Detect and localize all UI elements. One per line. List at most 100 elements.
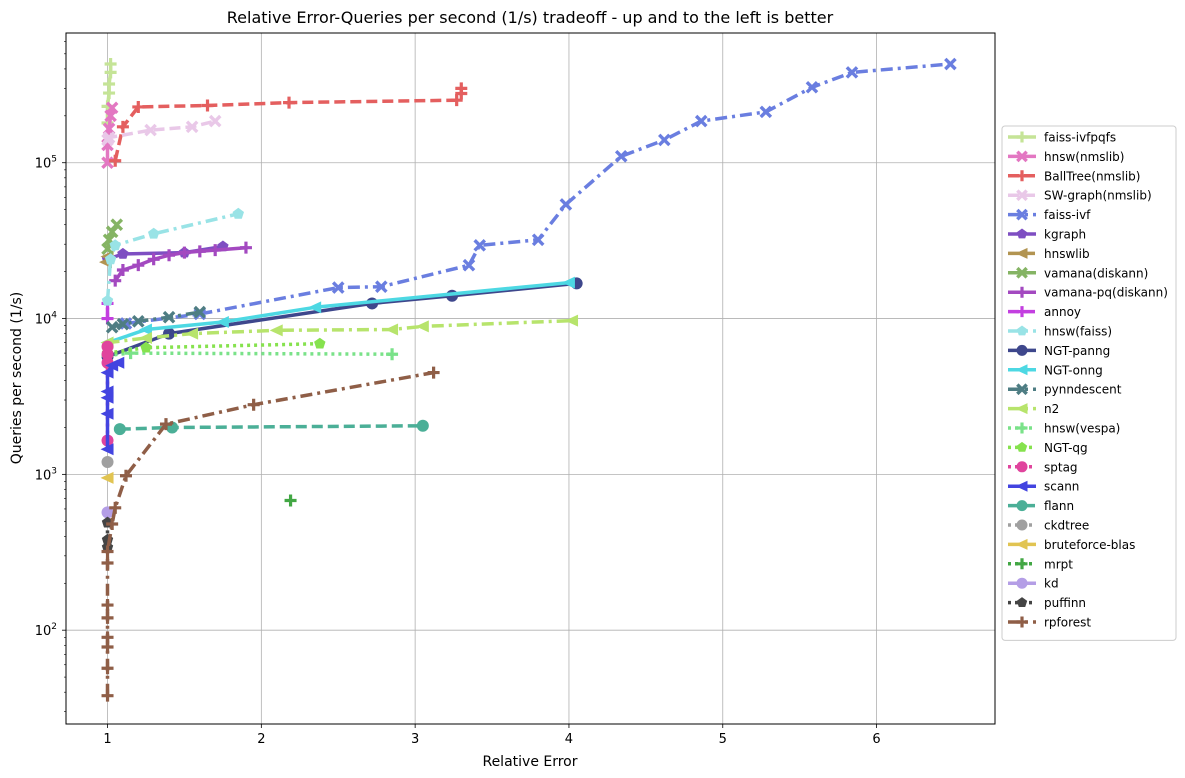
legend-label: kgraph <box>1044 228 1086 242</box>
y-axis-label: Queries per second (1/s) <box>9 292 25 464</box>
series-mrpt <box>284 494 297 507</box>
legend-label: NGT-qg <box>1044 441 1088 455</box>
legend-label: sptag <box>1044 460 1078 474</box>
data-point <box>109 501 122 514</box>
legend-label: NGT-onng <box>1044 363 1103 377</box>
chart-title: Relative Error-Queries per second (1/s) … <box>227 8 834 27</box>
legend-frame <box>1001 125 1177 641</box>
legend-label: rpforest <box>1044 616 1091 630</box>
data-point <box>132 100 145 113</box>
plot-area <box>98 57 957 702</box>
data-point <box>1015 403 1028 415</box>
grid <box>66 33 995 724</box>
legend-label: ckdtree <box>1044 519 1089 533</box>
legend-label: vamana(diskann) <box>1044 266 1148 280</box>
data-point <box>111 356 125 369</box>
data-point <box>159 418 172 431</box>
legend-label: flann <box>1044 499 1074 513</box>
legend-item: ckdtree <box>1008 519 1089 533</box>
data-point <box>1016 344 1028 356</box>
y-tick-label: 105 <box>35 155 57 172</box>
data-point <box>104 253 117 265</box>
legend-item: NGT-onng <box>1008 363 1103 377</box>
legend-item: vamana(diskann) <box>1008 266 1148 280</box>
legend-label: annoy <box>1044 305 1081 319</box>
data-point <box>131 315 145 328</box>
data-point <box>201 99 214 112</box>
data-point <box>105 101 119 115</box>
data-point <box>148 227 160 239</box>
legend-label: hnsw(faiss) <box>1044 325 1112 339</box>
legend-label: hnsw(nmslib) <box>1044 150 1124 164</box>
data-point <box>845 66 859 79</box>
data-point <box>101 599 114 612</box>
data-point <box>140 341 152 353</box>
data-point <box>561 276 575 289</box>
series-pynndescent <box>105 305 207 334</box>
plot-frame <box>65 32 996 725</box>
legend-item: faiss-ivf <box>1008 208 1091 222</box>
series-ckdtree <box>101 456 114 469</box>
legend-item: puffinn <box>1008 596 1086 610</box>
series-NGT-onng <box>100 276 575 349</box>
data-point <box>1016 616 1028 628</box>
data-point <box>102 131 116 144</box>
series-scann <box>100 356 125 456</box>
x-tick-label: 1 <box>103 732 111 747</box>
data-point <box>805 80 819 94</box>
data-point <box>101 294 114 306</box>
data-point <box>308 301 322 314</box>
data-point <box>132 259 145 272</box>
data-point <box>1015 538 1028 550</box>
series-hnsw(faiss) <box>101 207 244 306</box>
legend-item: rpforest <box>1008 616 1091 630</box>
data-point <box>101 611 114 624</box>
data-point <box>209 244 222 257</box>
data-point <box>185 120 199 134</box>
data-point <box>103 78 116 91</box>
data-point <box>559 198 573 211</box>
data-point <box>1016 131 1028 143</box>
data-point <box>110 218 124 232</box>
legend-item: kgraph <box>1008 228 1086 242</box>
legend: faiss-ivfpqfs hnsw(nmslib) BallTree(nmslib… <box>1001 125 1177 641</box>
data-point <box>1016 383 1028 396</box>
series-line <box>107 351 393 358</box>
data-point <box>269 324 283 337</box>
data-point <box>1015 247 1028 259</box>
data-point <box>1016 500 1028 512</box>
series-BallTree(nmslib) <box>109 82 468 167</box>
data-point <box>1016 306 1028 318</box>
data-point <box>105 225 119 239</box>
data-point <box>116 317 130 331</box>
data-point <box>1016 228 1028 239</box>
data-point <box>147 253 160 266</box>
legend-label: faiss-ivfpqfs <box>1044 131 1116 145</box>
x-tick-label: 3 <box>411 732 419 747</box>
legend-label: scann <box>1044 480 1079 494</box>
legend-item: bruteforce-blas <box>1008 538 1135 552</box>
data-point <box>101 340 114 353</box>
legend-label: mrpt <box>1044 557 1073 571</box>
data-point <box>113 423 126 436</box>
legend-label: kd <box>1044 577 1059 591</box>
data-point <box>427 366 440 379</box>
legend-label: bruteforce-blas <box>1044 538 1135 552</box>
data-point <box>185 327 199 340</box>
data-point <box>101 631 114 644</box>
data-point <box>215 316 229 329</box>
data-point <box>1016 422 1028 434</box>
data-point <box>105 320 119 334</box>
data-point <box>1016 170 1028 182</box>
data-point <box>565 314 579 327</box>
legend-item: hnsw(vespa) <box>1008 422 1120 436</box>
legend-label: BallTree(nmslib) <box>1044 169 1140 183</box>
data-point <box>455 82 468 95</box>
legend-label: pynndescent <box>1044 383 1122 397</box>
data-point <box>1016 441 1028 452</box>
data-point <box>415 320 429 333</box>
legend-item: BallTree(nmslib) <box>1008 169 1140 183</box>
data-point <box>416 419 429 432</box>
legend-label: SW-graph(nmslib) <box>1044 189 1152 203</box>
